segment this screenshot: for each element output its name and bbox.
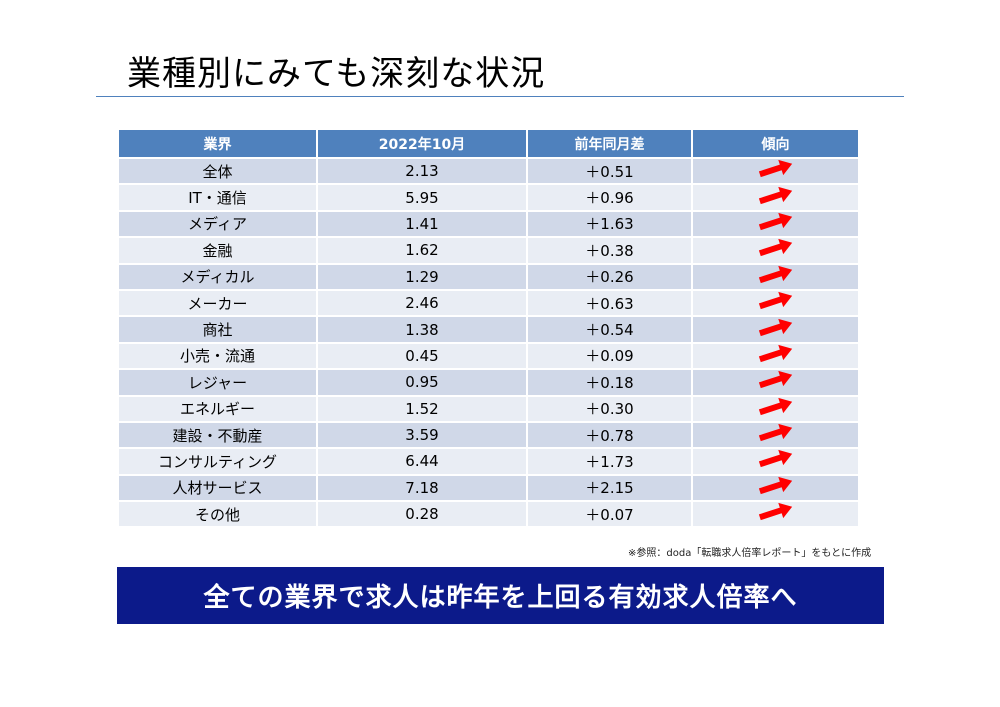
value-cell: 6.44 [317,448,528,476]
table-row: 商社 1.38 ＋0.54 [119,316,858,344]
diff-cell: ＋2.15 [527,474,693,503]
diff-cell: ＋0.96 [527,184,693,212]
trend-cell [692,289,858,318]
up-right-arrow-icon [757,397,795,421]
title-underline [96,96,904,97]
industry-cell: メディア [119,210,318,239]
diff-cell: ＋1.63 [527,210,693,239]
value-cell: 1.52 [317,395,528,423]
industry-cell: 全体 [119,158,318,186]
up-right-arrow-icon [757,212,795,236]
value-cell: 3.59 [317,421,528,450]
table-row: メディカル 1.29 ＋0.26 [119,263,858,291]
header-value: 2022年10月 [317,130,528,159]
source-note: ※参照：doda「転職求人倍率レポート」をもとに作成 [628,548,872,559]
up-right-arrow-icon [757,291,795,315]
up-right-arrow-icon [757,238,795,262]
value-cell: 0.95 [317,369,528,397]
value-cell: 0.45 [317,342,528,371]
trend-cell [692,158,858,186]
trend-cell [692,474,858,503]
trend-cell [692,448,858,476]
header-industry: 業界 [119,130,318,159]
header-trend: 傾向 [692,130,858,159]
diff-cell: ＋0.09 [527,342,693,371]
industry-table: 業界 2022年10月 前年同月差 傾向 全体 2.13 ＋0.51 IT・通信 5.9… [119,130,858,529]
industry-cell: IT・通信 [119,184,318,212]
up-right-arrow-icon [757,370,795,394]
up-right-arrow-icon [757,344,795,368]
value-cell: 1.41 [317,210,528,239]
industry-cell: 人材サービス [119,474,318,503]
table-row: メディア 1.41 ＋1.63 [119,210,858,239]
up-right-arrow-icon [757,476,795,500]
table-row: 小売・流通 0.45 ＋0.09 [119,342,858,371]
up-right-arrow-icon [757,502,795,526]
trend-cell [692,210,858,239]
value-cell: 0.28 [317,501,528,529]
industry-cell: 金融 [119,237,318,265]
diff-cell: ＋1.73 [527,448,693,476]
diff-cell: ＋0.78 [527,421,693,450]
up-right-arrow-icon [757,186,795,210]
value-cell: 5.95 [317,184,528,212]
diff-cell: ＋0.18 [527,369,693,397]
up-right-arrow-icon [757,159,795,183]
header-diff: 前年同月差 [527,130,693,159]
conclusion-banner: 全ての業界で求人は昨年を上回る有効求人倍率へ [117,567,884,624]
table-row: コンサルティング 6.44 ＋1.73 [119,448,858,476]
diff-cell: ＋0.54 [527,316,693,344]
value-cell: 2.46 [317,289,528,318]
industry-cell: 建設・不動産 [119,421,318,450]
industry-cell: 商社 [119,316,318,344]
industry-cell: エネルギー [119,395,318,423]
table-row: レジャー 0.95 ＋0.18 [119,369,858,397]
table-row: エネルギー 1.52 ＋0.30 [119,395,858,423]
table-row: IT・通信 5.95 ＋0.96 [119,184,858,212]
page-title: 業種別にみても深刻な状況 [127,54,546,94]
trend-cell [692,501,858,529]
diff-cell: ＋0.38 [527,237,693,265]
trend-cell [692,237,858,265]
up-right-arrow-icon [757,449,795,473]
industry-cell: レジャー [119,369,318,397]
industry-cell: コンサルティング [119,448,318,476]
trend-cell [692,421,858,450]
diff-cell: ＋0.30 [527,395,693,423]
table-row: メーカー 2.46 ＋0.63 [119,289,858,318]
table-row: 全体 2.13 ＋0.51 [119,158,858,186]
value-cell: 2.13 [317,158,528,186]
table-row: 建設・不動産 3.59 ＋0.78 [119,421,858,450]
value-cell: 7.18 [317,474,528,503]
table-row: その他 0.28 ＋0.07 [119,501,858,529]
industry-cell: メディカル [119,263,318,291]
diff-cell: ＋0.51 [527,158,693,186]
diff-cell: ＋0.63 [527,289,693,318]
banner-text: 全ての業界で求人は昨年を上回る有効求人倍率へ [203,583,798,613]
diff-cell: ＋0.07 [527,501,693,529]
trend-cell [692,369,858,397]
diff-cell: ＋0.26 [527,263,693,291]
up-right-arrow-icon [757,318,795,342]
value-cell: 1.29 [317,263,528,291]
trend-cell [692,184,858,212]
value-cell: 1.62 [317,237,528,265]
up-right-arrow-icon [757,265,795,289]
trend-cell [692,342,858,371]
table-row: 金融 1.62 ＋0.38 [119,237,858,265]
industry-cell: その他 [119,501,318,529]
trend-cell [692,395,858,423]
industry-cell: 小売・流通 [119,342,318,371]
table-row: 人材サービス 7.18 ＋2.15 [119,474,858,503]
trend-cell [692,263,858,291]
value-cell: 1.38 [317,316,528,344]
table-header-row: 業界 2022年10月 前年同月差 傾向 [119,130,858,159]
up-right-arrow-icon [757,423,795,447]
industry-cell: メーカー [119,289,318,318]
trend-cell [692,316,858,344]
